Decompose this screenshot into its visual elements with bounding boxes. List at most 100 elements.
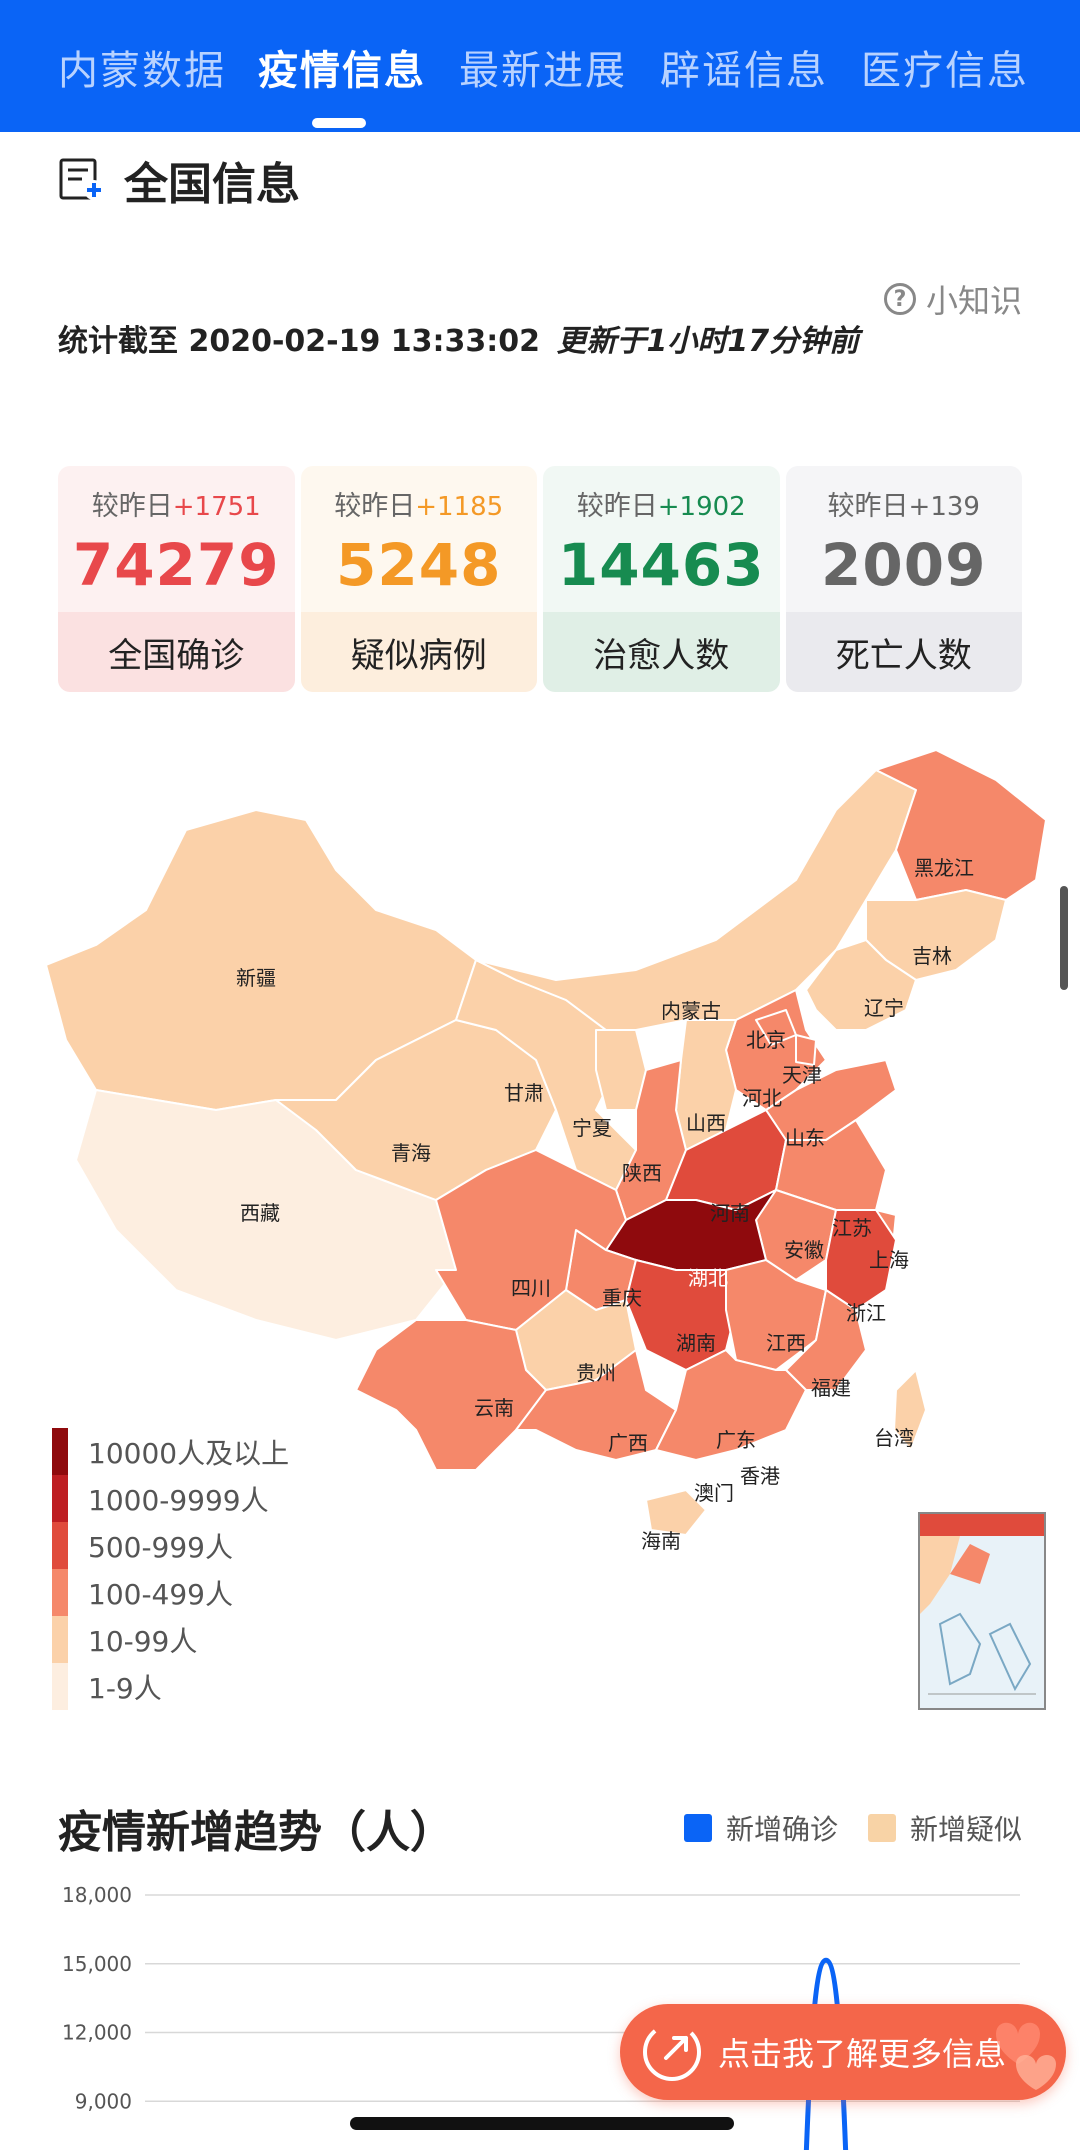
legend-swatch	[52, 1475, 68, 1522]
legend-label: 500-999人	[88, 1530, 233, 1564]
map-label-tianjin: 天津	[782, 1063, 822, 1087]
map-label-hubei: 湖北	[688, 1266, 728, 1290]
map-label-shandong: 山东	[785, 1126, 825, 1150]
learn-more-button[interactable]: 点击我了解更多信息	[620, 2004, 1066, 2100]
map-label-shanxi: 山西	[686, 1111, 726, 1135]
province-liaoning[interactable]	[805, 939, 917, 1031]
legend-item: 1000-9999人	[52, 1475, 289, 1522]
map-label-anhui: 安徽	[784, 1238, 824, 1262]
map-label-liaoning: 辽宁	[864, 996, 904, 1020]
legend-item: 10000人及以上	[52, 1428, 289, 1475]
tab-latest-progress[interactable]: 最新进展	[459, 48, 627, 94]
stat-time-prefix: 统计截至	[58, 324, 178, 359]
map-label-chongqing: 重庆	[602, 1286, 642, 1310]
card-dead: 较昨日+139 2009 死亡人数	[785, 466, 1022, 692]
tab-inner-mongolia-data[interactable]: 内蒙数据	[58, 48, 226, 94]
chart-ytick-label: 18,000	[62, 1883, 132, 1907]
chart-ytick-label: 15,000	[62, 1952, 132, 1976]
map-label-guizhou: 贵州	[576, 1361, 616, 1385]
map-label-xinjiang: 新疆	[236, 966, 276, 990]
section-title: 全国信息	[124, 159, 300, 210]
stat-time-updated: 更新于1小时17分钟前	[556, 324, 860, 359]
map-label-hebei: 河北	[742, 1086, 782, 1110]
map-label-hunan: 湖南	[676, 1331, 716, 1355]
legend-label: 1-9人	[88, 1671, 162, 1705]
legend-label: 1000-9999人	[88, 1483, 269, 1517]
map-label-jiangsu: 江苏	[832, 1216, 872, 1240]
card-delta: +1185	[415, 492, 504, 522]
card-label: 全国确诊	[58, 612, 295, 692]
stat-time: 统计截至 2020-02-19 13:33:02 更新于1小时17分钟前	[58, 316, 859, 360]
card-confirmed: 较昨日+1751 74279 全国确诊	[58, 466, 295, 692]
legend-label-suspected: 新增疑似	[909, 1813, 1022, 1846]
card-value: 5248	[336, 531, 502, 599]
province-hainan[interactable]	[645, 1489, 707, 1536]
map-label-zhejiang: 浙江	[846, 1301, 886, 1325]
legend-swatch	[52, 1428, 68, 1475]
tab-medical-info[interactable]: 医疗信息	[861, 48, 1029, 94]
province-taiwan[interactable]	[893, 1369, 927, 1451]
map-label-fujian: 福建	[811, 1376, 851, 1400]
province-guangdong[interactable]	[655, 1349, 807, 1461]
south-sea-inset-map	[918, 1512, 1046, 1710]
map-label-neimenggu: 内蒙古	[661, 999, 721, 1023]
map-label-henan: 河南	[710, 1201, 750, 1225]
legend-swatch	[52, 1522, 68, 1569]
map-label-aomen: 澳门	[694, 1481, 734, 1505]
card-value: 2009	[821, 531, 987, 599]
card-delta: +1902	[657, 492, 746, 522]
stat-time-datetime: 2020-02-19 13:33:02	[188, 324, 541, 359]
tab-active-indicator	[312, 118, 366, 128]
question-circle-icon: ?	[883, 283, 916, 315]
stat-cards: 较昨日+1751 74279 全国确诊 较昨日+1185 5248 疑似病例 较…	[58, 466, 1022, 692]
map-label-xizang: 西藏	[240, 1201, 280, 1225]
map-legend: 10000人及以上 1000-9999人 500-999人 100-499人 1…	[52, 1428, 289, 1710]
tab-rumor-refute[interactable]: 辟谣信息	[660, 48, 828, 94]
chart-ytick-label: 9,000	[75, 2089, 132, 2113]
province-tianjin[interactable]	[795, 1034, 817, 1066]
map-label-taiwan: 台湾	[874, 1426, 914, 1450]
card-delta: +139	[908, 492, 980, 522]
province-sichuan[interactable]	[435, 1149, 627, 1331]
legend-item: 100-499人	[52, 1569, 289, 1616]
top-tab-bar: 内蒙数据 疫情信息 最新进展 辟谣信息 医疗信息	[0, 0, 1080, 132]
legend-swatch	[52, 1616, 68, 1663]
map-label-xianggang: 香港	[740, 1464, 780, 1488]
card-label: 治愈人数	[543, 612, 780, 692]
scrollbar[interactable]	[1060, 886, 1068, 990]
card-compare-label: 较昨日	[334, 491, 416, 522]
card-label: 疑似病例	[300, 612, 537, 692]
card-compare-label: 较昨日	[576, 491, 658, 522]
heart-decoration	[956, 2004, 1066, 2100]
card-suspected: 较昨日+1185 5248 疑似病例	[300, 466, 537, 692]
tips-link[interactable]: ? 小知识	[883, 276, 1022, 322]
map-label-jilin: 吉林	[912, 944, 952, 968]
card-delta: +1751	[172, 492, 261, 522]
map-label-heilongjiang: 黑龙江	[914, 856, 974, 880]
province-zhejiang[interactable]	[825, 1209, 897, 1311]
map-label-shanghai: 上海	[869, 1248, 909, 1272]
map-label-qinghai: 青海	[391, 1141, 431, 1165]
learn-more-label: 点击我了解更多信息	[718, 2035, 1007, 2073]
legend-swatch-suspected	[867, 1814, 896, 1842]
card-value: 74279	[72, 531, 280, 599]
legend-label: 10-99人	[88, 1624, 198, 1658]
legend-label: 10000人及以上	[88, 1436, 290, 1470]
map-label-gansu: 甘肃	[504, 1081, 544, 1105]
tips-label: 小知识	[925, 282, 1022, 320]
map-label-guangxi: 广西	[608, 1431, 648, 1455]
chart-ytick-label: 12,000	[62, 2021, 132, 2045]
map-label-shaanxi: 陕西	[622, 1161, 662, 1185]
legend-swatch	[52, 1569, 68, 1616]
legend-item: 500-999人	[52, 1522, 289, 1569]
trend-legend: 新增确诊 新增疑似	[683, 1808, 1022, 1848]
card-value: 14463	[557, 531, 765, 599]
map-label-jiangxi: 江西	[766, 1331, 806, 1355]
province-yunnan[interactable]	[355, 1319, 547, 1471]
map-label-sichuan: 四川	[511, 1276, 551, 1300]
china-map[interactable]: 新疆 西藏 青海 甘肃 宁夏 内蒙古 黑龙江 吉林 辽宁 北京 天津 河北 山西…	[36, 730, 1060, 1730]
report-icon	[59, 158, 104, 200]
tab-epidemic-info[interactable]: 疫情信息	[258, 48, 426, 94]
inset-map-graphic	[920, 1514, 1044, 1695]
card-compare-label: 较昨日	[827, 491, 909, 522]
